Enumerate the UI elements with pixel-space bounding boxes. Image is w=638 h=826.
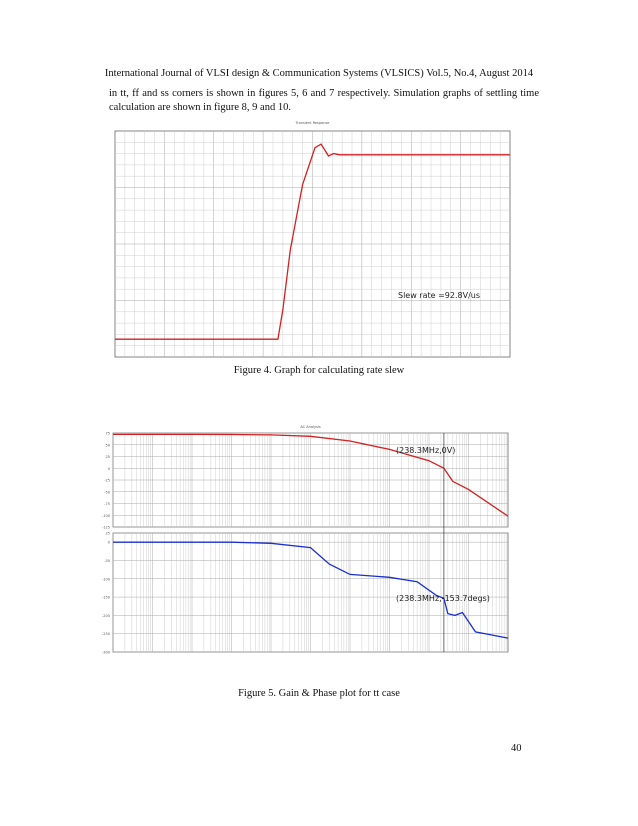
fig4-transient-trace (115, 143, 510, 340)
fig5-plot-title: AC Analysis (300, 425, 320, 429)
fig5-phase-ytick-label: -300 (102, 651, 110, 655)
fig5-phase-ytick-label: -150 (102, 596, 110, 600)
fig5-gain-ytick-label: -75 (104, 502, 110, 506)
figure5-caption: Figure 5. Gain & Phase plot for tt case (238, 688, 400, 699)
fig5-gain-ytick-label: 75 (106, 432, 110, 436)
fig5-gain-ytick-label: 50 (106, 443, 110, 447)
fig4-plot-title: Transient Response (295, 121, 330, 125)
fig5-gain-ytick-label: 25 (106, 455, 110, 459)
fig5-phase-ytick-label: -200 (102, 614, 110, 618)
fig5-gain-ytick-label: -125 (102, 526, 110, 530)
fig5-gain-ytick-label: -25 (104, 479, 110, 483)
fig5-gain-ytick-label: -100 (102, 514, 110, 518)
fig4-slew-rate-annotation: Slew rate =92.8V/us (398, 291, 480, 300)
fig5-phase-ytick-label: 25 (106, 532, 110, 536)
fig5-gain-trace (113, 433, 509, 517)
journal-header: International Journal of VLSI design & C… (104, 68, 534, 79)
fig5-gain-ytick-label: 0 (108, 467, 110, 471)
fig5-gain-annotation: (238.3MHz,0V) (396, 446, 455, 455)
fig5-phase-ytick-label: -50 (104, 559, 110, 563)
fig5-gain-ytick-label: -50 (104, 490, 110, 494)
fig5-phase-ytick-label: 0 (108, 541, 110, 545)
page-number: 40 (511, 743, 522, 754)
body-paragraph: in tt, ff and ss corners is shown in fig… (109, 88, 539, 113)
fig5-phase-ytick-label: -250 (102, 632, 110, 636)
fig5-phase-annotation: (238.3MHz,-153.7degs) (396, 594, 490, 603)
figure4-caption: Figure 4. Graph for calculating rate sle… (233, 365, 405, 376)
fig5-phase-ytick-label: -100 (102, 577, 110, 581)
